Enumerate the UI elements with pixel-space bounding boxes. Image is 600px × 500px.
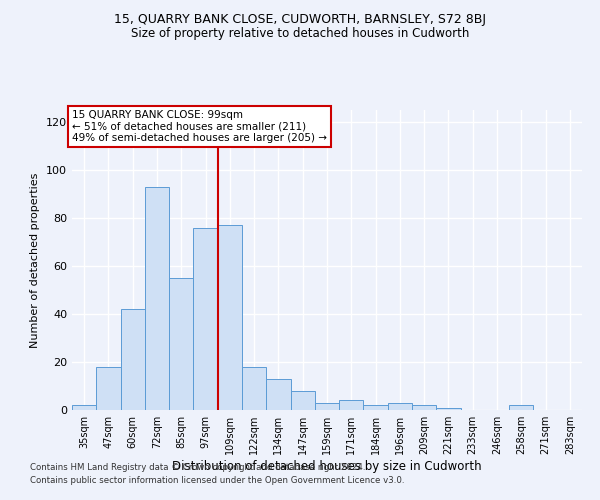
- Bar: [242, 367, 266, 410]
- Bar: [509, 405, 533, 410]
- Text: 15, QUARRY BANK CLOSE, CUDWORTH, BARNSLEY, S72 8BJ: 15, QUARRY BANK CLOSE, CUDWORTH, BARNSLE…: [114, 12, 486, 26]
- Bar: [290, 391, 315, 410]
- Bar: [315, 403, 339, 410]
- Bar: [218, 225, 242, 410]
- Y-axis label: Number of detached properties: Number of detached properties: [31, 172, 40, 348]
- Bar: [121, 309, 145, 410]
- Text: Contains public sector information licensed under the Open Government Licence v3: Contains public sector information licen…: [30, 476, 404, 485]
- Bar: [412, 405, 436, 410]
- Bar: [339, 400, 364, 410]
- Bar: [96, 367, 121, 410]
- Bar: [193, 228, 218, 410]
- Bar: [169, 278, 193, 410]
- X-axis label: Distribution of detached houses by size in Cudworth: Distribution of detached houses by size …: [172, 460, 482, 473]
- Text: Contains HM Land Registry data © Crown copyright and database right 2024.: Contains HM Land Registry data © Crown c…: [30, 464, 365, 472]
- Bar: [364, 405, 388, 410]
- Text: 15 QUARRY BANK CLOSE: 99sqm
← 51% of detached houses are smaller (211)
49% of se: 15 QUARRY BANK CLOSE: 99sqm ← 51% of det…: [72, 110, 327, 143]
- Bar: [145, 187, 169, 410]
- Bar: [436, 408, 461, 410]
- Bar: [266, 379, 290, 410]
- Bar: [72, 405, 96, 410]
- Text: Size of property relative to detached houses in Cudworth: Size of property relative to detached ho…: [131, 28, 469, 40]
- Bar: [388, 403, 412, 410]
